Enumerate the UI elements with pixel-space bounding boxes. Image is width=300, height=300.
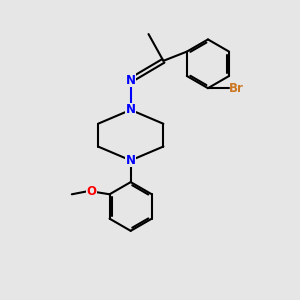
Text: N: N	[126, 74, 136, 87]
Text: N: N	[126, 154, 136, 167]
Text: Br: Br	[230, 82, 244, 95]
Text: N: N	[126, 103, 136, 116]
Text: O: O	[86, 185, 96, 198]
